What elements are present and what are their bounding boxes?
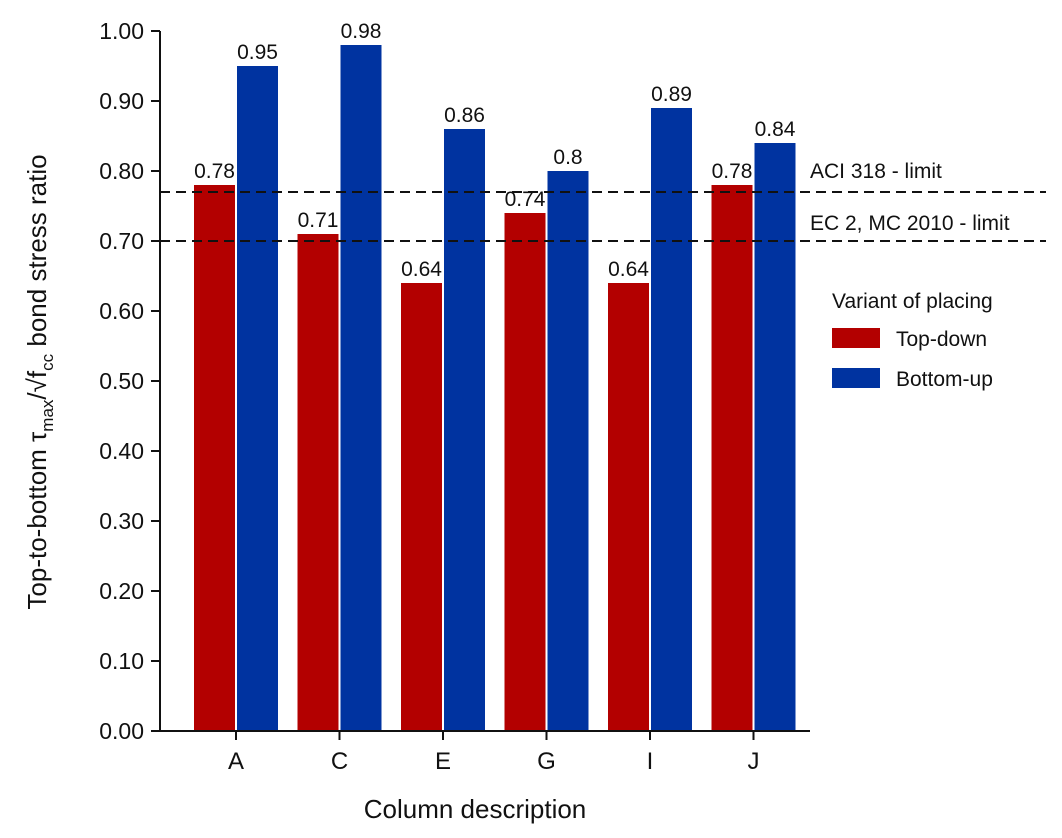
- data-label-bottom-up-i: 0.89: [651, 83, 692, 106]
- y-tick-label: 0.00: [99, 718, 144, 744]
- data-label-bottom-up-j: 0.84: [755, 118, 796, 141]
- x-tick-label: E: [435, 748, 451, 775]
- bar-top-down-i: [608, 283, 649, 731]
- legend-swatch-top-down: [832, 328, 880, 348]
- x-axis-title: Column description: [364, 794, 587, 824]
- data-labels: 0.78 0.95 0.71 0.98 0.64 0.86 0.74 0.8 0.64 0.89 0…: [194, 20, 796, 281]
- x-tick-label: A: [228, 748, 244, 775]
- y-tick-label: 0.70: [99, 228, 144, 254]
- y-title-middle: /√f: [22, 370, 52, 399]
- y-tick-label: 0.80: [99, 158, 144, 184]
- legend-label-bottom-up: Bottom-up: [896, 368, 993, 391]
- bar-bottom-up-a: [237, 66, 278, 731]
- y-axis: 0.00 0.10 0.20 0.30 0.40 0.50 0.60 0.70 0.80 0.90…: [99, 18, 161, 744]
- y-title-prefix: Top-to-bottom τ: [22, 431, 52, 610]
- x-tick-label: G: [537, 748, 556, 775]
- legend: Variant of placing Top-down Bottom-up: [832, 290, 993, 391]
- y-tick-label: 0.40: [99, 438, 144, 464]
- data-label-bottom-up-c: 0.98: [341, 20, 382, 43]
- bar-top-down-e: [401, 283, 442, 731]
- y-axis-title: Top-to-bottom τmax/√fcc bond stress rati…: [22, 154, 57, 609]
- y-title-sub-max: max: [38, 399, 57, 432]
- legend-title: Variant of placing: [832, 290, 993, 313]
- y-title-sub-cc: cc: [38, 353, 57, 371]
- bar-top-down-j: [711, 185, 753, 731]
- data-label-top-down-i: 0.64: [608, 258, 649, 281]
- reference-line-label-0: ACI 318 - limit: [810, 160, 942, 183]
- x-tick-label: C: [331, 748, 348, 775]
- x-tick-label: J: [748, 748, 760, 775]
- y-tick-label: 0.10: [99, 648, 144, 674]
- y-tick-label: 0.90: [99, 88, 144, 114]
- data-label-bottom-up-g: 0.8: [553, 146, 582, 169]
- y-tick-label: 0.50: [99, 368, 144, 394]
- data-label-bottom-up-e: 0.86: [444, 104, 485, 127]
- bar-top-down-c: [297, 234, 339, 731]
- legend-swatch-bottom-up: [832, 368, 880, 388]
- bar-bottom-up-e: [444, 129, 485, 731]
- data-label-top-down-a: 0.78: [194, 160, 235, 183]
- data-label-top-down-c: 0.71: [298, 209, 339, 232]
- y-title-suffix: bond stress ratio: [22, 154, 52, 353]
- bar-top-down-g: [504, 213, 546, 731]
- y-tick-label: 1.00: [99, 18, 144, 44]
- data-label-top-down-g: 0.74: [505, 188, 546, 211]
- reference-line-label-1: EC 2, MC 2010 - limit: [810, 212, 1010, 235]
- y-tick-label: 0.60: [99, 298, 144, 324]
- reference-lines: ACI 318 - limit EC 2, MC 2010 - limit: [160, 160, 1046, 242]
- data-label-top-down-e: 0.64: [401, 258, 442, 281]
- data-label-bottom-up-a: 0.95: [237, 41, 278, 64]
- data-label-top-down-j: 0.78: [712, 160, 753, 183]
- legend-label-top-down: Top-down: [896, 328, 987, 351]
- bar-bottom-up-j: [754, 143, 796, 731]
- bars: [194, 45, 796, 731]
- bar-top-down-a: [194, 185, 235, 731]
- y-tick-label: 0.20: [99, 578, 144, 604]
- bar-bottom-up-c: [340, 45, 382, 731]
- x-tick-label: I: [647, 748, 654, 775]
- bar-bottom-up-g: [547, 171, 589, 731]
- y-tick-label: 0.30: [99, 508, 144, 534]
- bar-bottom-up-i: [651, 108, 692, 731]
